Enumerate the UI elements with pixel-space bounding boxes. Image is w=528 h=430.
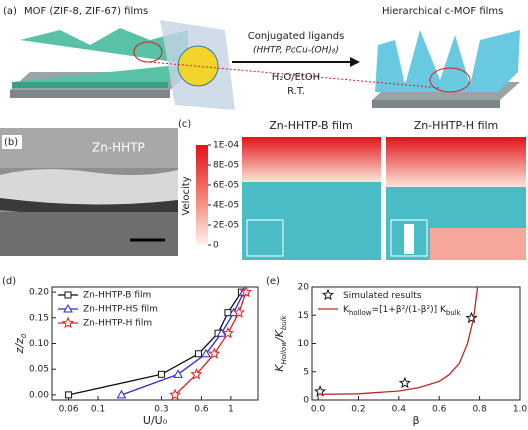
y-tick-label: 10 bbox=[298, 339, 310, 349]
y-tick-label: 0.20 bbox=[29, 288, 49, 298]
x-tick-label: 0.0 bbox=[311, 405, 326, 415]
x-tick-label: 0.1 bbox=[91, 405, 105, 415]
marker bbox=[194, 350, 202, 358]
marker bbox=[240, 285, 253, 298]
y-tick-label: 0.10 bbox=[29, 339, 49, 349]
text-part: K bbox=[273, 364, 286, 372]
sim-title: Zn-HHTP-B film bbox=[269, 119, 352, 132]
legend-label: Zn-HHTP-H film bbox=[83, 319, 152, 329]
marker bbox=[465, 311, 478, 324]
velocity-field bbox=[242, 137, 526, 260]
panel-label: (a) bbox=[3, 6, 17, 17]
panel-label: (d) bbox=[2, 276, 16, 287]
film-title: Hierarchical c-MOF films bbox=[382, 6, 503, 17]
y-tick-label: 20 bbox=[298, 283, 310, 293]
x-tick-label: 0.4 bbox=[392, 405, 407, 415]
colorbar-label: 2E-05 bbox=[213, 221, 239, 231]
text-part: /K bbox=[273, 329, 286, 342]
marker bbox=[169, 388, 182, 400]
y-axis-label: z/z0 bbox=[13, 333, 28, 354]
x-axis-label: β bbox=[412, 414, 419, 427]
series-line bbox=[121, 291, 245, 396]
x-axis-label: U/U₀ bbox=[143, 414, 168, 427]
x-tick-label: 0.6 bbox=[194, 405, 209, 415]
marker bbox=[157, 370, 165, 378]
colorbar-label: 6E-05 bbox=[213, 181, 239, 191]
y-tick-label: 5 bbox=[303, 367, 309, 377]
marker bbox=[232, 306, 245, 318]
series-line bbox=[318, 286, 479, 396]
sem-image bbox=[0, 128, 178, 256]
text-part: Simulated results bbox=[343, 291, 422, 301]
colorbar bbox=[196, 145, 208, 245]
subscript: hollow bbox=[349, 309, 372, 317]
marker bbox=[398, 376, 411, 389]
marker bbox=[116, 389, 127, 399]
panel-label: (e) bbox=[266, 276, 280, 287]
x-tick-label: 0.6 bbox=[432, 405, 447, 415]
x-tick-label: 1.0 bbox=[513, 405, 528, 415]
colorbar-label: 4E-05 bbox=[213, 201, 239, 211]
x-tick-label: 0.2 bbox=[351, 405, 365, 415]
sim-title: Zn-HHTP-H film bbox=[414, 119, 499, 132]
text-part: K bbox=[343, 305, 350, 315]
marker bbox=[321, 288, 335, 301]
colorbar-label: 8E-05 bbox=[213, 161, 239, 171]
y-tick-label: 0.00 bbox=[29, 390, 49, 400]
condition: R.T. bbox=[287, 86, 305, 97]
marker bbox=[190, 367, 203, 380]
subscript: bulk bbox=[446, 309, 462, 317]
condition: Conjugated ligands bbox=[248, 31, 345, 42]
text-part: =[1+β²/(1-β²)] K bbox=[372, 305, 447, 315]
marker bbox=[173, 369, 183, 378]
condition: H₂O/EtOH bbox=[272, 72, 320, 83]
film-title: MOF (ZIF-8, ZIF-67) films bbox=[24, 6, 148, 17]
subscript: 0 bbox=[20, 333, 28, 338]
legend-label: Zn-HHTP-HS film bbox=[83, 305, 158, 315]
text-part: z/z bbox=[13, 338, 26, 354]
marker bbox=[61, 316, 75, 329]
marker bbox=[221, 326, 234, 339]
marker bbox=[201, 348, 211, 358]
legend-label: Zn-HHTP-B film bbox=[83, 291, 151, 301]
series-line bbox=[174, 291, 247, 396]
subscript: Hollow bbox=[280, 341, 288, 365]
colorbar-label: 1E-04 bbox=[213, 141, 239, 151]
legend-label: Simulated results bbox=[343, 291, 422, 301]
x-tick-label: 1 bbox=[228, 405, 234, 415]
caption: Zn-HHTP bbox=[92, 141, 145, 155]
y-tick-label: 0.15 bbox=[29, 313, 49, 323]
x-tick-label: 0.06 bbox=[59, 405, 79, 415]
y-tick-label: 0 bbox=[303, 396, 309, 406]
marker bbox=[65, 391, 73, 399]
legend-label: Khollow=[1+β²/(1-β²)] Kbulk bbox=[343, 305, 462, 318]
y-tick-label: 0.05 bbox=[29, 365, 49, 375]
y-axis-label: KHollow/Kbulk bbox=[273, 314, 288, 371]
marker bbox=[64, 291, 72, 299]
panel-label: (b) bbox=[4, 137, 18, 148]
marker bbox=[208, 347, 221, 359]
panel-label: (c) bbox=[178, 119, 191, 130]
colorbar-label: 0 bbox=[213, 241, 219, 251]
x-tick-label: 0.3 bbox=[154, 405, 168, 415]
schematic-a bbox=[10, 20, 520, 110]
subscript: bulk bbox=[280, 314, 288, 330]
marker bbox=[216, 328, 227, 337]
condition: (HHTP, PcCu-(OH)₈) bbox=[253, 46, 339, 56]
marker bbox=[63, 303, 73, 313]
y-tick-label: 15 bbox=[298, 311, 309, 321]
colorbar-title: Velocity bbox=[181, 176, 192, 215]
x-tick-label: 0.8 bbox=[472, 405, 487, 415]
